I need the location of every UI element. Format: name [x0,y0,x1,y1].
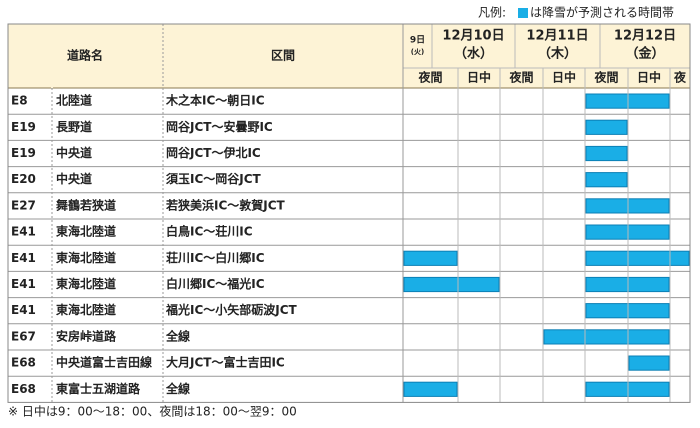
road-name: 東海北陸道 [56,276,116,291]
section-name: 岡谷JCT～安曇野IC [166,119,273,134]
date-weekday: （木） [538,46,577,62]
road-name: 舞鶴若狭道 [55,197,116,212]
date-day: 12月11日 [526,29,588,44]
section-name: 木之本IC～朝日IC [165,93,265,108]
date-weekday: （金） [625,46,664,62]
road-header: 道路名 [67,48,103,63]
section-name: 福光IC～小矢部砺波JCT [165,302,298,317]
period-label: 夜間 [593,70,618,85]
road-name: 中央道 [56,171,92,186]
road-code: E68 [11,382,36,396]
snow-bar [585,172,628,188]
road-name: 中央道 [56,145,92,160]
road-code: E19 [11,120,36,134]
road-name: 安房峠道路 [56,328,117,343]
date-weekday: （水） [454,46,493,62]
header-bg [8,24,690,88]
road-name: 長野道 [56,119,92,134]
snow-bar [403,276,500,293]
road-name: 東富士五湖道路 [56,381,141,396]
date-weekday: (火) [411,48,424,56]
section-name: 岡谷JCT～伊北IC [166,145,261,160]
road-code: E41 [11,225,36,239]
section-name: 白川郷IC～福光IC [166,276,265,291]
snow-bar [585,119,628,135]
section-name: 須玉IC～岡谷JCT [165,171,262,186]
footnote: ※ 日中は9：00～18：00、夜間は18：00～翌9：00 [8,404,297,419]
period-label: 日中 [552,70,576,85]
road-name: 中央道富士吉田線 [56,355,152,370]
road-code: E41 [11,251,36,265]
section-header: 区間 [271,49,295,63]
snow-bar [403,381,458,397]
road-code: E41 [11,277,36,291]
legend-swatch [518,8,528,18]
road-name: 東海北陸道 [56,302,116,317]
snow-bar [543,329,670,345]
section-name: 全線 [165,328,190,343]
section-name: 荘川IC～白川郷IC [166,250,265,265]
date-day: 9日 [410,35,425,46]
section-name: 大月JCT～富士吉田IC [166,355,285,370]
section-name: 白鳥IC～荘川IC [166,224,253,239]
road-code: E41 [11,303,36,317]
road-code: E27 [11,198,36,212]
snow-bar [403,250,458,266]
date-day: 12月10日 [442,29,504,44]
road-name: 東海北陸道 [56,224,116,239]
snow-bar [585,250,690,266]
section-name: 若狭美浜IC～敦賀JCT [165,197,286,212]
snow-bar [585,145,628,162]
road-code: E8 [11,94,28,108]
snow-bar [628,355,670,371]
road-name: 北陸道 [56,93,92,108]
period-label: 夜 [673,70,687,85]
period-label: 日中 [637,70,661,85]
road-code: E68 [11,356,36,370]
road-code: E19 [11,146,36,160]
table-border [7,23,691,403]
section-name: 全線 [165,381,190,396]
period-label: 日中 [467,70,491,85]
legend-prefix: 凡例: [478,6,506,20]
road-code: E67 [11,329,36,343]
road-code: E20 [11,172,36,186]
period-label: 夜間 [417,70,442,85]
road-name: 東海北陸道 [56,250,116,265]
legend-label: は降雪が予測される時間帯 [530,5,674,20]
period-label: 夜間 [508,70,533,85]
date-day: 12月12日 [614,29,676,44]
